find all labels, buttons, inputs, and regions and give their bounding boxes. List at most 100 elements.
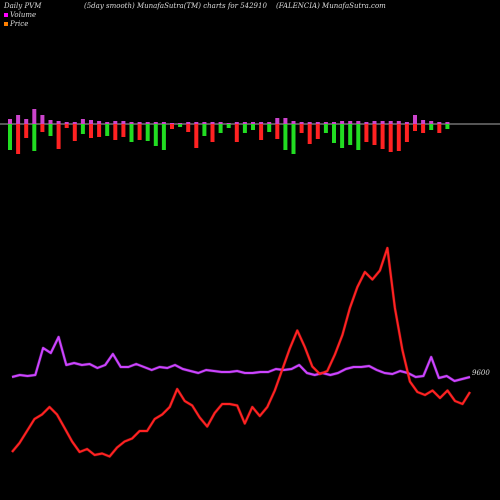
volume-bar-up	[186, 122, 191, 124]
legend-volume-label: Volume	[10, 11, 37, 19]
volume-bar-down	[259, 124, 264, 140]
volume-bar-up	[137, 122, 142, 124]
volume-bar-up	[267, 122, 272, 124]
volume-bar-up	[251, 122, 255, 124]
volume-bar-down	[48, 124, 53, 136]
volume-bar-up	[56, 121, 61, 124]
volume-bar-down	[332, 124, 336, 143]
chart-label-left: Daily PVM	[4, 2, 42, 10]
volume-bar-up	[429, 121, 434, 124]
volume-bar-down	[161, 124, 166, 150]
volume-bar-down	[97, 124, 102, 137]
volume-bar-up	[404, 122, 409, 124]
volume-bar-down	[72, 124, 77, 141]
volume-bar-down	[291, 124, 296, 154]
volume-bar-down	[8, 124, 12, 150]
volume-bar-up	[356, 121, 361, 124]
volume-bar-down	[137, 124, 142, 140]
volume-bar-down	[275, 124, 280, 139]
volume-bar-up	[226, 123, 231, 124]
volume-bar-down	[251, 124, 255, 130]
volume-bar-down	[24, 124, 29, 138]
volume-bar-up	[437, 122, 442, 124]
volume-bar-up	[364, 122, 369, 124]
legend-price-swatch	[4, 22, 8, 26]
volume-bar-down	[307, 124, 312, 144]
site-label: (FALENCIA) MunafaSutra.com	[276, 2, 386, 10]
volume-bar-up	[48, 120, 53, 124]
volume-bar-down	[323, 124, 328, 133]
series-1-line	[11, 336, 471, 382]
volume-bar-down	[16, 124, 21, 154]
volume-bar-down	[396, 124, 401, 151]
volume-bar-down	[32, 124, 37, 151]
volume-bar-down	[194, 124, 199, 148]
volume-bar-down	[299, 124, 304, 133]
volume-bar-up	[242, 122, 247, 124]
volume-bar-down	[129, 124, 134, 142]
volume-bar-up	[396, 121, 401, 124]
volume-bar-down	[210, 124, 215, 142]
volume-bar-up	[105, 122, 110, 124]
volume-bar-down	[153, 124, 158, 146]
volume-bar-up	[129, 122, 134, 124]
volume-bar-up	[161, 122, 166, 124]
volume-bar-up	[80, 119, 85, 124]
volume-bar-up	[170, 123, 174, 124]
volume-bar-up	[72, 122, 77, 124]
volume-bar-down	[105, 124, 110, 136]
volume-bar-up	[315, 122, 320, 124]
volume-bar-down	[56, 124, 61, 149]
volume-bar-down	[234, 124, 239, 142]
volume-bar-up	[64, 122, 69, 124]
volume-bar-up	[340, 121, 345, 124]
volume-bar-down	[186, 124, 191, 132]
series-0-glow	[10, 246, 472, 458]
volume-bar-up	[307, 122, 312, 124]
volume-bar-down	[226, 124, 231, 128]
volume-bar-up	[32, 109, 37, 124]
volume-bar-down	[267, 124, 272, 132]
volume-bar-down	[218, 124, 223, 133]
volume-bar-down	[348, 124, 353, 145]
volume-bar-up	[380, 121, 385, 124]
volume-bar-down	[356, 124, 361, 150]
volume-bar-down	[413, 124, 417, 131]
volume-bar-up	[283, 118, 288, 124]
volume-bar-up	[24, 119, 29, 124]
volume-bar-down	[340, 124, 345, 148]
volume-bar-up	[97, 121, 102, 124]
volume-bar-up	[8, 119, 12, 124]
volume-bar-down	[421, 124, 426, 133]
volume-bar-down	[372, 124, 377, 145]
volume-bar-up	[40, 115, 45, 124]
legend-price: Price	[4, 20, 28, 28]
volume-bar-up	[202, 122, 207, 124]
legend-price-label: Price	[10, 20, 29, 28]
volume-bar-up	[299, 122, 304, 124]
volume-bar-down	[404, 124, 409, 142]
volume-bar-down	[202, 124, 207, 136]
volume-bar-up	[388, 121, 393, 124]
volume-bar-down	[178, 124, 183, 127]
legend-volume: Volume	[4, 11, 36, 19]
volume-bar-up	[153, 122, 158, 124]
volume-bar-down	[145, 124, 150, 141]
volume-bar-down	[170, 124, 174, 129]
volume-bar-up	[210, 122, 215, 124]
series-0-line	[11, 247, 471, 458]
volume-bar-down	[283, 124, 288, 150]
volume-bar-up	[218, 122, 223, 124]
volume-bar-up	[291, 121, 296, 124]
price-annotation: 9600	[472, 369, 490, 377]
volume-bar-down	[445, 124, 450, 129]
volume-bar-down	[64, 124, 69, 128]
volume-bar-up	[275, 118, 280, 124]
volume-bar-down	[121, 124, 126, 137]
volume-bar-up	[332, 122, 336, 124]
volume-bar-up	[113, 121, 118, 124]
volume-bar-up	[234, 122, 239, 124]
volume-bar-up	[372, 121, 377, 124]
